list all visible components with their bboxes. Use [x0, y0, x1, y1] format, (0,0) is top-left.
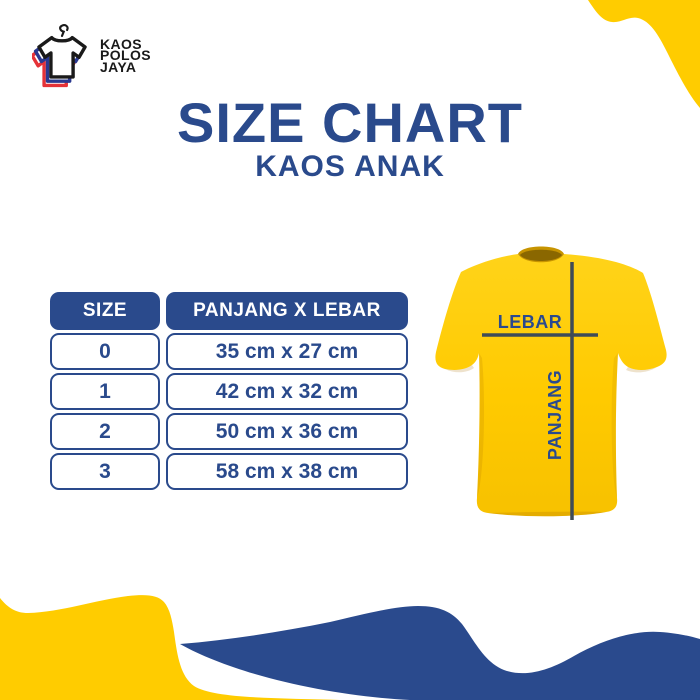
column-header-panjang-x-lebar: PANJANG X LEBAR [166, 292, 408, 330]
tshirt-illustration [435, 246, 667, 517]
tshirt-measurement-diagram: LEBAR PANJANG [435, 246, 667, 520]
page-subtitle: KAOS ANAK [255, 150, 445, 183]
brand-name-line2: POLOS [100, 47, 152, 64]
size-table: SIZE PANJANG X LEBAR 0 35 cm x 27 cm 1 4… [50, 292, 408, 490]
page-title: SIZE CHART [177, 91, 523, 154]
table-cell-dimensions-2: 50 cm x 36 cm [166, 413, 408, 450]
table-cell-dimensions-3: 58 cm x 38 cm [166, 453, 408, 490]
table-cell-size-1: 1 [50, 373, 160, 410]
table-cell-size-0: 0 [50, 333, 160, 370]
bottom-wave-blue-shape [180, 606, 700, 700]
bottom-wave-decoration [0, 595, 700, 700]
brand-logo: KAOS POLOS JAYA [32, 24, 151, 88]
table-cell-dimensions-1: 42 cm x 32 cm [166, 373, 408, 410]
brand-name: KAOS POLOS JAYA [100, 35, 152, 75]
corner-blob-decoration [588, 0, 700, 108]
table-cell-size-2: 2 [50, 413, 160, 450]
column-header-size: SIZE [50, 292, 160, 330]
tshirt-hanger-logo-icon [32, 24, 87, 88]
brand-name-line1: KAOS [100, 35, 143, 52]
hanger-hook-icon [59, 24, 69, 38]
table-cell-dimensions-0: 35 cm x 27 cm [166, 333, 408, 370]
panjang-label: PANJANG [545, 370, 565, 460]
table-cell-size-3: 3 [50, 453, 160, 490]
bottom-wave-yellow-shape [0, 595, 430, 700]
lebar-label: LEBAR [498, 312, 563, 332]
brand-name-line3: JAYA [100, 58, 137, 75]
